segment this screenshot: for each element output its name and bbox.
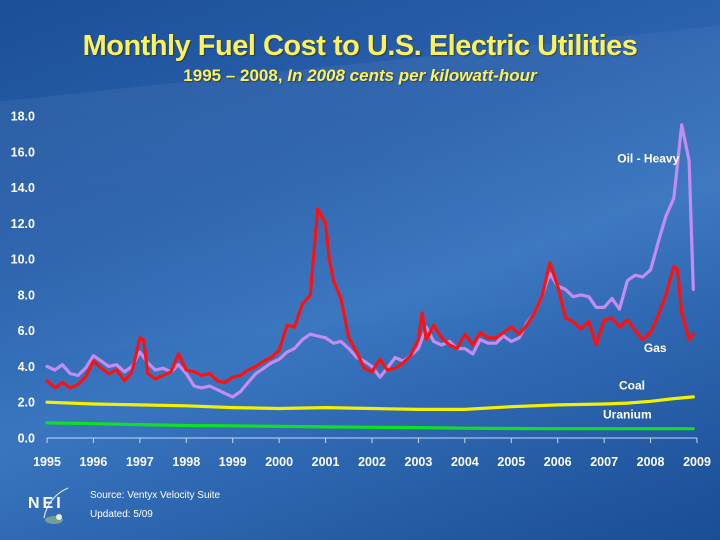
- x-tick-label: 2006: [544, 455, 572, 469]
- updated-note: Updated: 5/09: [90, 509, 153, 520]
- y-tick-label: 8.0: [18, 288, 35, 302]
- y-tick-label: 12.0: [11, 217, 35, 231]
- y-tick-label: 0.0: [18, 432, 35, 446]
- subtitle-years: 1995 – 2008,: [183, 66, 288, 85]
- x-tick-label: 2001: [312, 455, 340, 469]
- y-tick-label: 6.0: [18, 324, 35, 338]
- source-note: Source: Ventyx Velocity Suite: [90, 490, 221, 501]
- series-line-gas: [45, 207, 695, 390]
- series-labels: Oil - Heavy Gas Coal Uranium: [603, 152, 680, 422]
- series-label-gas: Gas: [644, 341, 667, 355]
- logo-text: NEI: [28, 495, 64, 512]
- y-tick-label: 16.0: [11, 145, 35, 159]
- axes: 1995 1996 1997 1998 1999 2000 2001 2002 2003 2004…: [11, 110, 711, 470]
- y-tick-label: 14.0: [11, 181, 35, 195]
- x-tick-label: 1996: [80, 455, 108, 469]
- chart-subtitle: 1995 – 2008, In 2008 cents per kilowatt-…: [0, 66, 720, 86]
- x-tick-label: 2007: [590, 455, 618, 469]
- series-label-oil-heavy: Oil - Heavy: [617, 152, 679, 166]
- x-tick-label: 2000: [265, 455, 293, 469]
- x-tick-label: 2008: [637, 455, 665, 469]
- subtitle-units: In 2008 cents per kilowatt-hour: [287, 66, 537, 85]
- nei-logo: NEI: [28, 487, 69, 524]
- x-tick-label: 1997: [126, 455, 154, 469]
- x-tick-label: 1999: [219, 455, 247, 469]
- y-tick-label: 4.0: [18, 360, 35, 374]
- x-tick-label: 2009: [683, 455, 711, 469]
- logo-highlight: [56, 514, 62, 520]
- series-lines: [45, 123, 695, 431]
- x-tick-label: 2002: [358, 455, 386, 469]
- x-tick-label: 2005: [497, 455, 525, 469]
- y-tick-label: 2.0: [18, 396, 35, 410]
- x-tick-label: 2004: [451, 455, 479, 469]
- chart-title: Monthly Fuel Cost to U.S. Electric Utili…: [82, 30, 638, 62]
- logo-swoosh: [43, 487, 69, 519]
- series-label-uranium: Uranium: [603, 407, 652, 421]
- series-line-uranium: [45, 421, 695, 431]
- series-label-coal: Coal: [619, 379, 645, 393]
- x-tick-label: 2003: [405, 455, 433, 469]
- y-tick-label: 18.0: [11, 110, 35, 124]
- y-tick-label: 10.0: [11, 253, 35, 267]
- x-tick-label: 1998: [172, 455, 200, 469]
- x-tick-label: 1995: [33, 455, 61, 469]
- series-line-oil-heavy: [45, 123, 695, 399]
- series-line-coal: [45, 395, 695, 411]
